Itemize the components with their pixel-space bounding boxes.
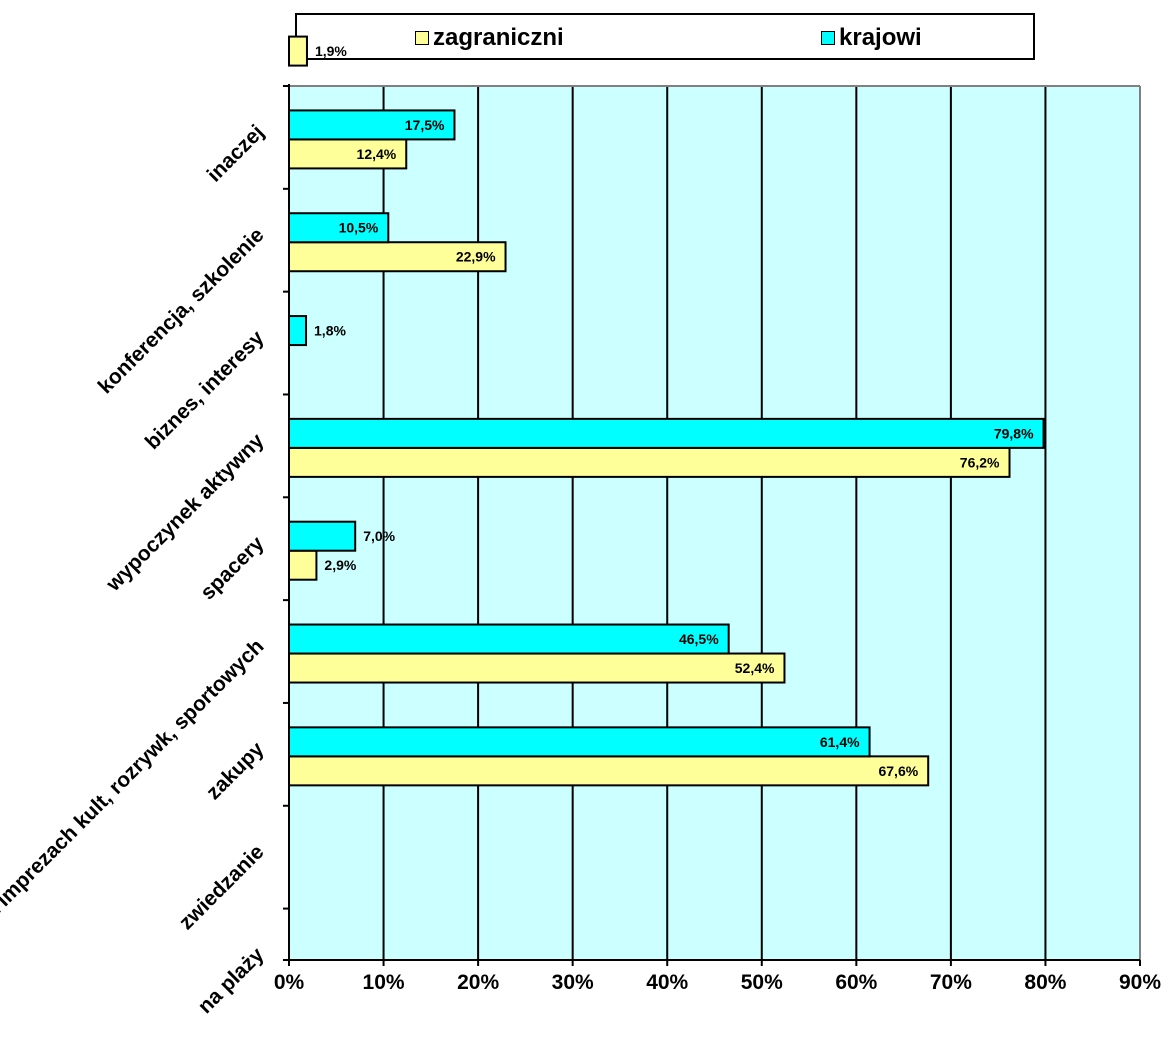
legend-item-krajowi: krajowi <box>821 24 922 52</box>
data-label-zagraniczni: 12,4% <box>357 146 397 162</box>
category-label: zakupy <box>202 737 269 804</box>
data-label-zagraniczni: 1,9% <box>315 43 347 59</box>
bar-krajowi <box>288 417 1045 449</box>
data-label-krajowi: 17,5% <box>405 117 445 133</box>
x-tick-label: 60% <box>835 971 877 994</box>
data-label-zagraniczni: 67,6% <box>878 763 918 779</box>
plot-area <box>289 86 1140 960</box>
data-label-zagraniczni: 76,2% <box>960 454 1000 470</box>
bar-zagraniczni <box>288 35 308 67</box>
bar-krajowi <box>288 623 730 655</box>
x-tick-label: 20% <box>457 971 499 994</box>
data-label-krajowi: 7,0% <box>363 528 395 544</box>
bar-zagraniczni <box>288 241 507 273</box>
bar-krajowi <box>288 726 871 758</box>
data-label-zagraniczni: 52,4% <box>735 660 775 676</box>
data-label-krajowi: 79,8% <box>994 425 1034 441</box>
bar-krajowi <box>288 315 308 347</box>
x-tick-label: 80% <box>1024 971 1066 994</box>
category-label: spacery <box>196 532 269 605</box>
legend: zagraniczni krajowi <box>295 13 1035 60</box>
x-tick-label: 90% <box>1119 971 1161 994</box>
x-tick-label: 0% <box>274 971 305 994</box>
data-label-krajowi: 1,8% <box>314 323 346 339</box>
category-label: konferencja, szkolenie <box>94 224 269 399</box>
data-label-krajowi: 10,5% <box>339 220 379 236</box>
category-label: inaczej <box>203 121 269 187</box>
bar-zagraniczni <box>288 755 930 787</box>
data-label-krajowi: 61,4% <box>820 734 860 750</box>
bar-krajowi <box>288 109 456 141</box>
x-tick-label: 40% <box>646 971 688 994</box>
x-tick-label: 30% <box>552 971 594 994</box>
x-tick-label: 50% <box>741 971 783 994</box>
bar-zagraniczni <box>288 549 318 581</box>
bar-krajowi <box>288 212 390 244</box>
bar-zagraniczni <box>288 138 408 170</box>
data-label-krajowi: 46,5% <box>679 631 719 647</box>
legend-swatch-krajowi <box>821 31 835 45</box>
x-tick-label: 10% <box>363 971 405 994</box>
category-label: na plaży <box>194 943 269 1018</box>
bar-krajowi <box>288 520 357 552</box>
category-label: zwiedzanie <box>175 840 269 934</box>
legend-label-zagraniczni: zagraniczni <box>433 24 564 51</box>
data-label-zagraniczni: 2,9% <box>324 557 356 573</box>
legend-item-zagraniczni: zagraniczni <box>415 24 564 52</box>
legend-swatch-zagraniczni <box>415 31 429 45</box>
bar-zagraniczni <box>288 652 786 684</box>
x-tick-label: 70% <box>930 971 972 994</box>
data-label-zagraniczni: 22,9% <box>456 249 496 265</box>
bar-zagraniczni <box>288 446 1011 478</box>
legend-label-krajowi: krajowi <box>839 24 922 51</box>
